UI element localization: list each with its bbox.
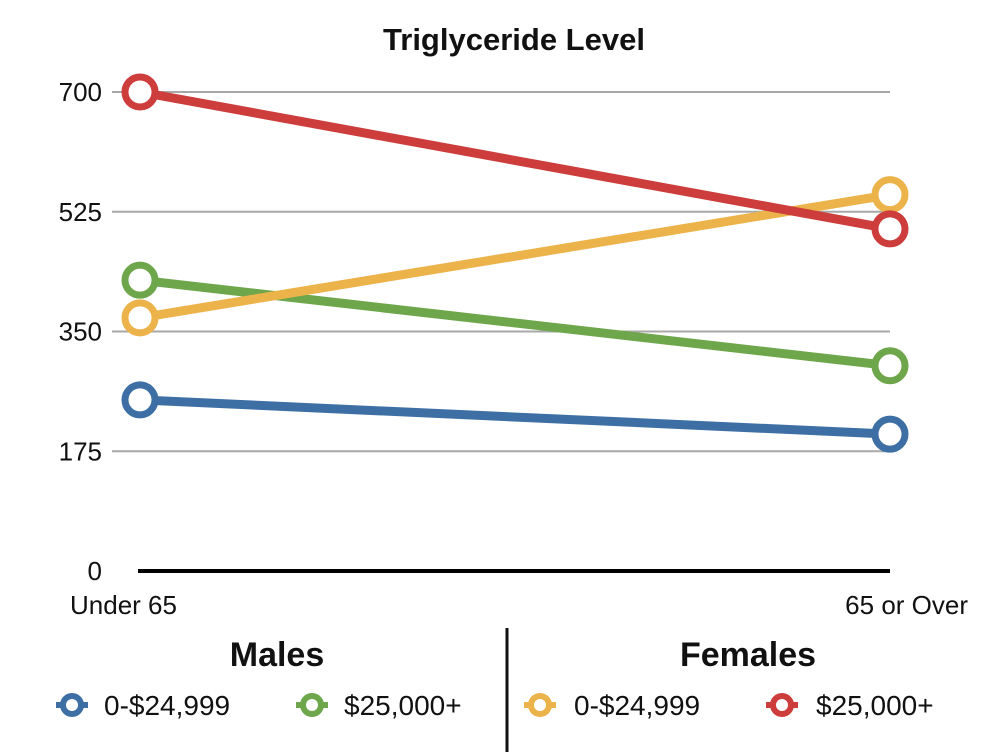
chart-title: Triglyceride Level (383, 22, 645, 57)
legend-label: $25,000+ (344, 690, 462, 721)
data-point (871, 415, 909, 453)
data-point (121, 299, 159, 337)
x-tick-label: 65 or Over (845, 590, 968, 620)
x-tick-label: Under 65 (70, 590, 177, 620)
series-line (135, 395, 895, 439)
legend-item: 0-$24,999 (524, 690, 700, 721)
legend-item: 0-$24,999 (56, 690, 230, 721)
series-0 (121, 381, 909, 453)
y-tick-label: 700 (59, 77, 102, 107)
data-point (121, 381, 159, 419)
series-2 (121, 176, 909, 337)
legend-swatch-marker (770, 693, 794, 717)
series-lines (121, 73, 909, 453)
data-point (121, 261, 159, 299)
series-3 (121, 73, 909, 248)
data-point (871, 347, 909, 385)
legend-swatch-marker (528, 693, 552, 717)
legend-group-females: Females (680, 636, 816, 674)
series-1 (121, 261, 909, 385)
y-axis-ticks: 0 175 350 525 700 (59, 77, 102, 586)
x-axis-ticks: Under 65 65 or Over (70, 590, 968, 620)
legend-item: $25,000+ (296, 690, 462, 721)
data-point (871, 176, 909, 214)
y-tick-label: 0 (88, 556, 102, 586)
grid-lines (112, 91, 890, 573)
data-point (871, 210, 909, 248)
series-line (135, 275, 895, 371)
legend: Males Females 0-$24,999 $25,000+ 0-$24,999… (56, 628, 934, 752)
legend-label: $25,000+ (816, 690, 934, 721)
series-line (135, 87, 895, 234)
data-point (121, 73, 159, 111)
legend-label: 0-$24,999 (574, 690, 700, 721)
y-tick-label: 175 (59, 436, 102, 466)
y-tick-label: 525 (59, 197, 102, 227)
legend-swatch-marker (60, 693, 84, 717)
legend-group-males: Males (230, 636, 325, 674)
legend-item: $25,000+ (766, 690, 934, 721)
y-tick-label: 350 (59, 317, 102, 347)
series-line (135, 190, 895, 323)
legend-label: 0-$24,999 (104, 690, 230, 721)
legend-swatch-marker (300, 693, 324, 717)
